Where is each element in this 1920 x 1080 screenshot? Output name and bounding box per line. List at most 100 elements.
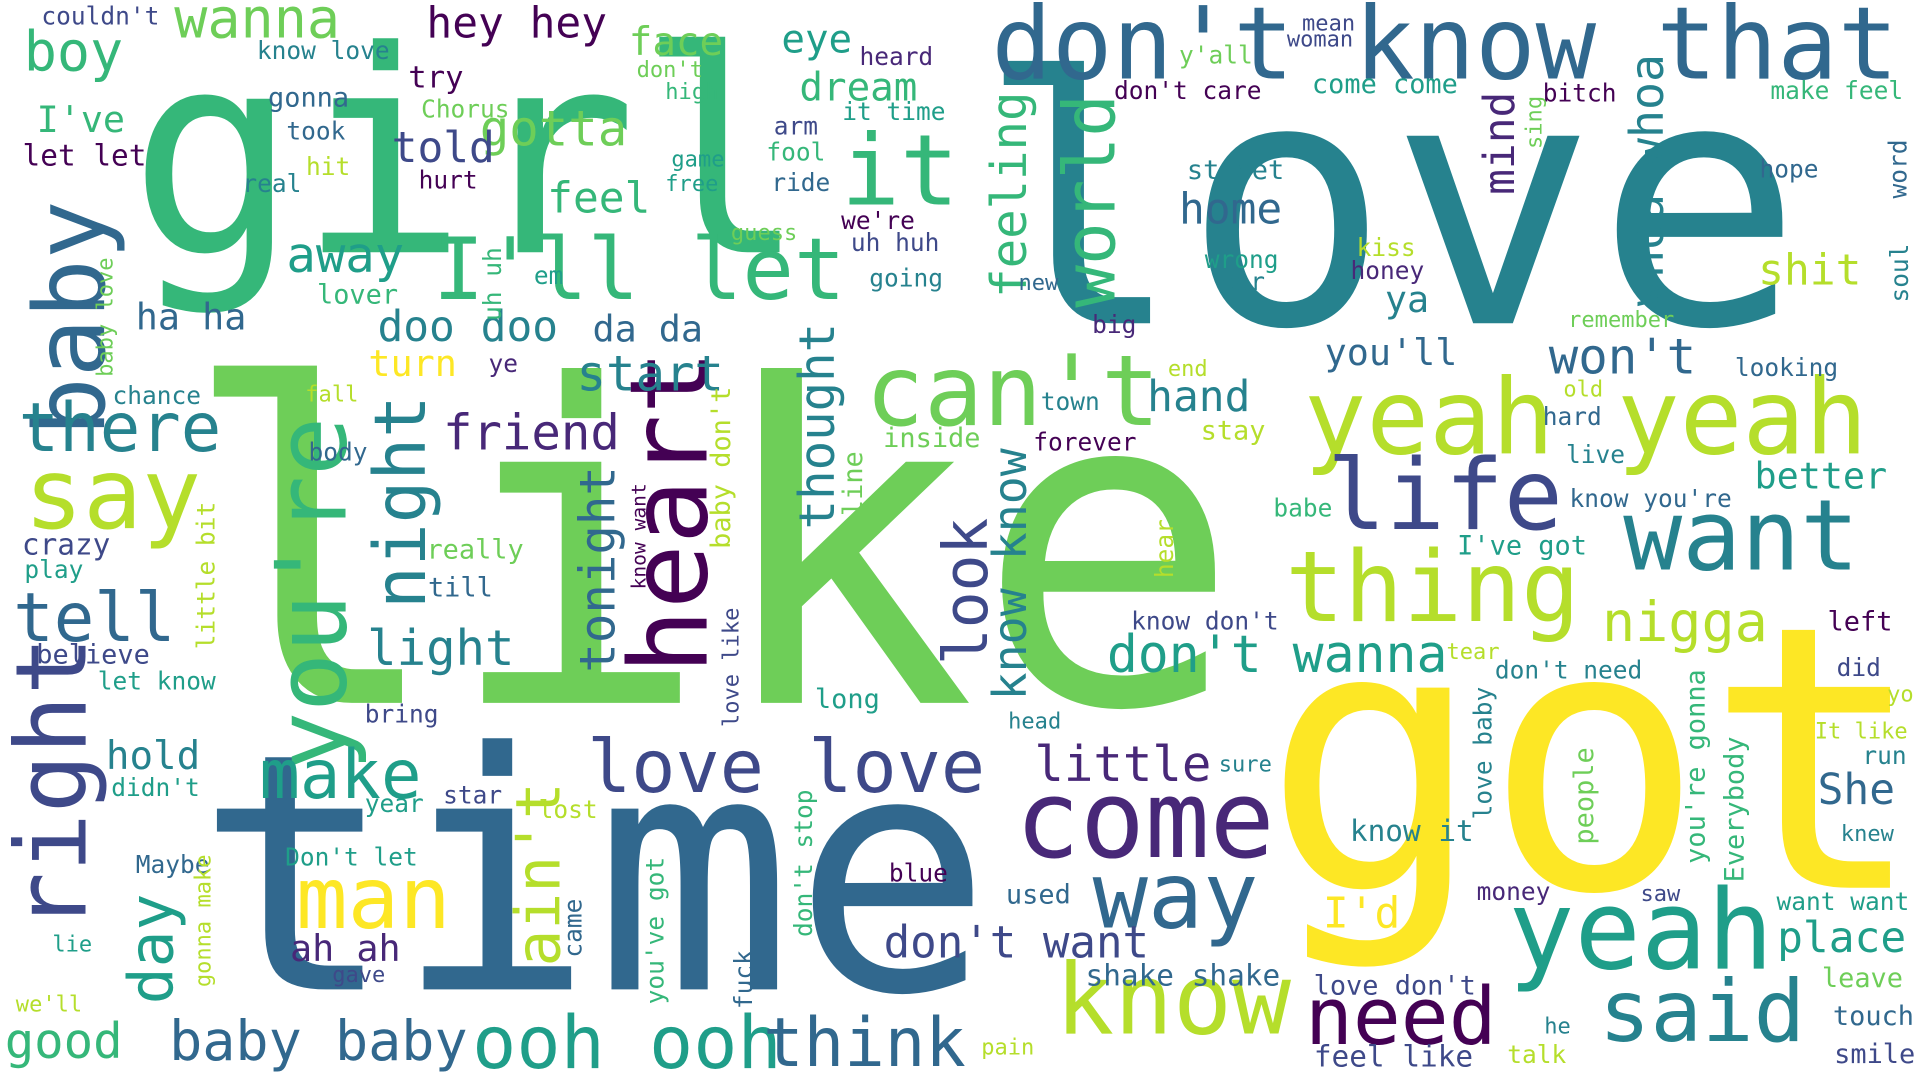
- word-heard: heard: [859, 41, 934, 72]
- word-let-know: let know: [97, 666, 216, 696]
- word-i-d: I'd: [1322, 889, 1401, 939]
- word-em: em: [533, 260, 564, 291]
- word-lover: lover: [316, 280, 399, 312]
- word-said: said: [1598, 961, 1806, 1062]
- word-hit: hit: [306, 151, 351, 182]
- word-want: want: [1623, 478, 1860, 593]
- word-believe: believe: [36, 640, 150, 672]
- word-tear: tear: [1446, 639, 1500, 665]
- word-uh-huh: uh huh: [850, 227, 940, 258]
- word-town: town: [1040, 386, 1100, 417]
- word-touch: touch: [1832, 1001, 1915, 1033]
- word-old: old: [1563, 377, 1604, 403]
- word-going: going: [869, 263, 943, 293]
- word-hold: hold: [105, 732, 201, 779]
- word-honey: honey: [1350, 255, 1425, 286]
- word-we-re: we're: [841, 205, 915, 236]
- word-feel: feel: [547, 174, 651, 224]
- word-man: man: [296, 848, 451, 949]
- word-doo-doo: doo doo: [377, 303, 559, 353]
- word-came: came: [558, 898, 588, 958]
- word-little: little: [1034, 737, 1212, 794]
- word-want-want: want want: [1776, 886, 1910, 916]
- word-try: try: [408, 59, 464, 95]
- word-ride: ride: [771, 167, 831, 198]
- word-chorus: Chorus: [421, 94, 510, 124]
- word-sing: sing: [1522, 95, 1548, 149]
- word-day: day: [116, 893, 188, 1005]
- word-knew: knew: [1840, 821, 1894, 848]
- word-know-want: know want: [626, 483, 651, 590]
- word-lie: lie: [52, 931, 93, 958]
- word-i-ll-let: I'll let: [432, 219, 846, 320]
- word-love-like: love like: [718, 607, 745, 728]
- word-baby-don-t: baby don't: [706, 386, 738, 549]
- word-it-like: It like: [1814, 718, 1908, 745]
- word-free: free: [665, 171, 719, 198]
- word-come-come: come come: [1311, 69, 1458, 101]
- word-don-t-want: don't want: [883, 918, 1150, 969]
- word-really: really: [426, 535, 524, 566]
- word-saw: saw: [1640, 881, 1681, 908]
- word-remember: remember: [1568, 307, 1675, 334]
- word-don-t-stop: don't stop: [788, 789, 818, 937]
- word-you-ve-got: you've got: [640, 856, 670, 1005]
- word-big: big: [1092, 309, 1137, 340]
- word-away: away: [286, 227, 405, 285]
- word-word: word: [1883, 139, 1913, 199]
- word-don-t-let: Don't let: [285, 842, 418, 872]
- word-think: think: [763, 1003, 966, 1080]
- word-love-love: love love: [587, 724, 986, 811]
- word-baby-love: baby love: [93, 257, 119, 377]
- word-new: new: [1018, 270, 1059, 297]
- word-whoa-whoa: whoa whoa: [1620, 53, 1674, 307]
- word-star: star: [443, 780, 503, 810]
- word-hear: hear: [1149, 519, 1180, 579]
- word-he: he: [1544, 1013, 1571, 1040]
- word-little-bit: little bit: [191, 501, 221, 650]
- word-we-ll: we'll: [15, 991, 83, 1018]
- word-baby-baby: baby baby: [169, 1008, 468, 1074]
- word-it: it: [841, 113, 959, 228]
- word-make-feel: make feel: [1770, 75, 1904, 106]
- word-y-all: y'all: [1179, 40, 1253, 70]
- word-good: good: [4, 1013, 123, 1071]
- word-da-da: da da: [592, 308, 704, 352]
- word-wrong: wrong: [1204, 244, 1279, 275]
- word-talk: talk: [1507, 1039, 1567, 1069]
- word-right: right: [0, 636, 109, 932]
- word-told: told: [391, 124, 495, 174]
- word-got: got: [1262, 547, 1920, 975]
- word-crazy: crazy: [21, 527, 111, 563]
- word-gotta: gotta: [479, 101, 628, 158]
- word-it-time: it time: [842, 96, 946, 127]
- word-till: till: [427, 573, 493, 604]
- word-stay: stay: [1200, 416, 1266, 447]
- word-blue: blue: [888, 858, 948, 888]
- word-guess: guess: [730, 220, 798, 247]
- word-forever: forever: [1033, 427, 1137, 457]
- word-home: home: [1179, 185, 1283, 235]
- word-love-baby: love baby: [1468, 686, 1498, 820]
- word-couldn-t: couldn't: [41, 1, 160, 31]
- word-sure: sure: [1218, 751, 1272, 778]
- word-say: say: [24, 437, 202, 552]
- word-nigga: nigga: [1601, 589, 1768, 655]
- word-know-don-t: know don't: [1131, 606, 1279, 636]
- word-run: run: [1862, 740, 1907, 771]
- word-know-know: know know: [983, 448, 1038, 701]
- word-can-t: can't: [865, 334, 1161, 449]
- word-street: street: [1186, 155, 1285, 187]
- word-thought: thought: [789, 322, 847, 530]
- word-love-don-t: love don't: [1313, 971, 1476, 1002]
- word-maybe: Maybe: [135, 849, 210, 880]
- word-people: people: [1569, 747, 1601, 845]
- word-bring: bring: [364, 699, 439, 729]
- word-let-let: let let: [22, 138, 147, 173]
- word-end: end: [1167, 356, 1208, 383]
- word-live: live: [1566, 439, 1626, 469]
- word-didn-t: didn't: [111, 772, 200, 803]
- word-know-you-re: know you're: [1569, 483, 1732, 514]
- word-place: place: [1777, 914, 1907, 964]
- word-there: there: [18, 388, 222, 468]
